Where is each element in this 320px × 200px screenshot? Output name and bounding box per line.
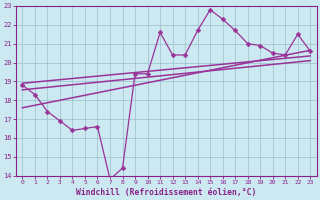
X-axis label: Windchill (Refroidissement éolien,°C): Windchill (Refroidissement éolien,°C) bbox=[76, 188, 257, 197]
